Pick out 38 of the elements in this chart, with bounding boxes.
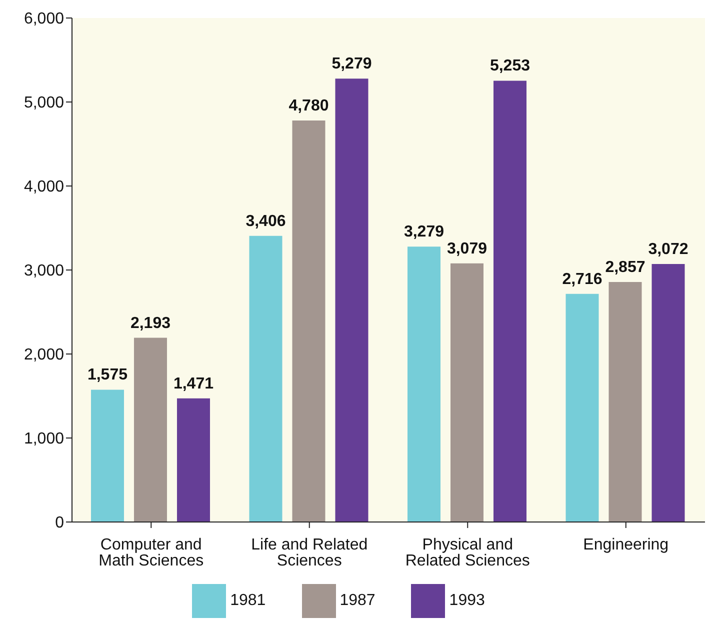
bar (608, 282, 642, 522)
x-tick-label: Engineering (583, 536, 669, 554)
x-tick-label: Life and Related Sciences (251, 536, 368, 570)
legend-label: 1981 (230, 592, 266, 610)
bar (90, 390, 124, 522)
y-tick-label: 0 (55, 514, 64, 532)
bar (652, 264, 685, 522)
data-label: 3,406 (246, 212, 286, 230)
data-label: 3,279 (404, 224, 444, 241)
bar (335, 78, 368, 522)
data-label: 1,471 (173, 375, 214, 392)
legend-label: 1987 (340, 592, 376, 610)
data-label: 3,079 (446, 240, 488, 258)
bar (176, 398, 210, 522)
bar (292, 120, 326, 522)
data-label: 2,857 (605, 259, 646, 276)
data-label: 1,575 (87, 366, 128, 384)
y-tick-label: 5,000 (24, 94, 64, 112)
bar (134, 338, 167, 522)
data-label: 5,253 (490, 58, 530, 75)
bar (566, 294, 599, 522)
data-label: 5,279 (332, 56, 372, 73)
data-label: 3,072 (648, 240, 688, 258)
legend-label: 1993 (449, 592, 485, 610)
x-tick-label: Physical and Related Sciences (405, 536, 530, 570)
y-tick-label: 2,000 (24, 346, 64, 364)
bar (249, 236, 282, 522)
data-label: 2,193 (130, 314, 171, 332)
y-tick-label: 1,000 (24, 430, 64, 448)
y-tick-label: 4,000 (24, 178, 64, 196)
x-tick-label: Computer and Math Sciences (98, 536, 204, 570)
bar (407, 246, 440, 522)
y-tick-label: 6,000 (24, 10, 64, 28)
y-tick-label: 3,000 (24, 262, 64, 280)
data-label: 2,716 (562, 270, 602, 288)
data-label: 4,780 (288, 97, 329, 114)
bar (493, 80, 526, 522)
bar (450, 263, 484, 522)
